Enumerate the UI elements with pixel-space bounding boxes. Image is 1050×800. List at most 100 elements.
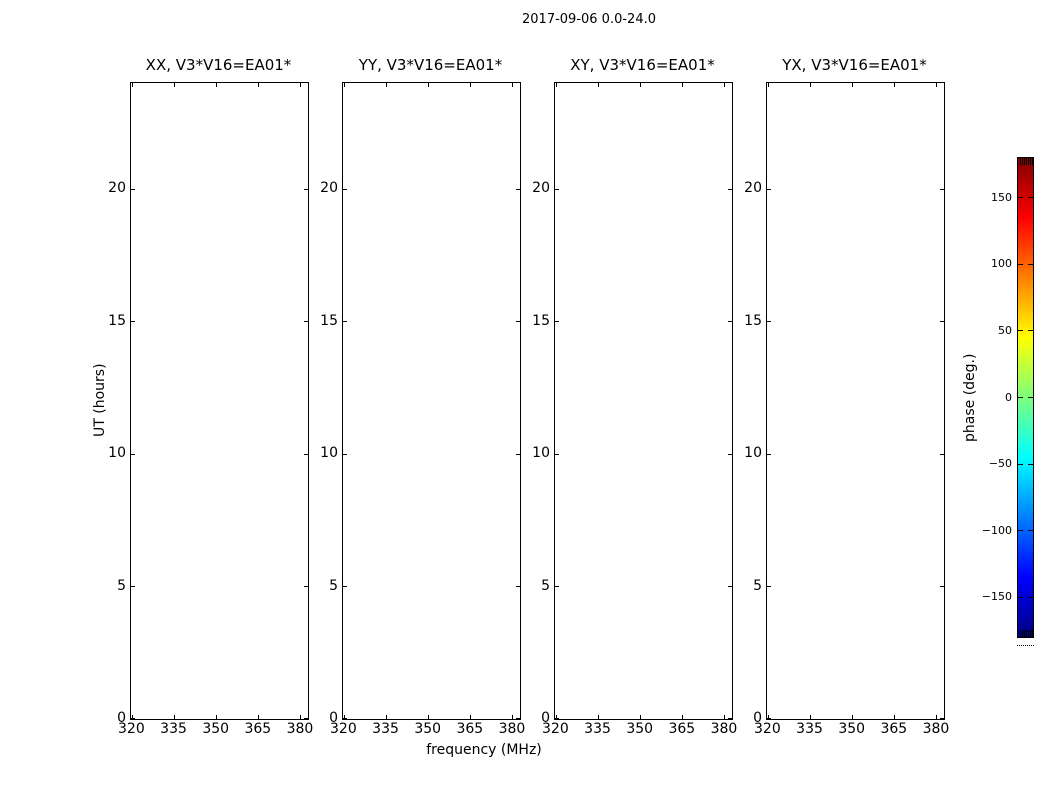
y-tick-mark [728,717,732,719]
colorbar-comb-mark [1027,630,1029,637]
x-tick-mark [555,83,557,87]
y-tick-mark [940,717,944,719]
figure-title: 2017-09-06 0.0-24.0 [522,12,656,27]
x-tick-label: 350 [626,721,654,737]
colorbar-tick-mark [1028,330,1033,332]
x-tick-label: 335 [160,721,187,737]
y-tick-mark [940,188,944,190]
panel-title: YX, V3*V16=EA01* [782,56,927,74]
x-tick-label: 380 [710,721,738,737]
y-tick-mark [131,321,135,322]
x-tick-label: 365 [668,721,696,737]
colorbar-comb-mark [1021,630,1023,637]
y-tick-mark [516,321,520,322]
colorbar-tick-mark [1018,530,1023,532]
y-tick-label: 15 [320,312,338,329]
x-tick-mark [428,715,430,719]
x-tick-mark [174,715,176,719]
x-tick-mark [470,83,472,87]
colorbar-label: phase (deg.) [962,158,978,637]
y-tick-mark [940,453,944,455]
x-tick-mark [131,83,133,87]
x-tick-mark [512,83,514,87]
colorbar-tick-mark [1018,397,1023,398]
x-tick-label: 335 [796,721,823,737]
x-tick-mark [386,83,388,87]
x-tick-label: 365 [456,721,484,737]
y-tick-label: 5 [541,577,550,594]
x-tick-label: 365 [244,721,272,737]
colorbar-tick-mark [1028,197,1033,199]
y-tick-mark [343,188,347,190]
y-tick-mark [767,453,771,455]
colorbar-comb-mark [1025,630,1027,637]
x-tick-mark [258,715,260,719]
x-tick-mark [216,715,218,719]
x-axis-label: frequency (MHz) [426,742,542,758]
y-tick-mark [304,717,308,719]
y-tick-label: 10 [320,445,338,461]
x-tick-label: 380 [286,721,314,737]
x-tick-mark [598,83,600,87]
colorbar-tick-mark [1018,463,1023,465]
x-tick-mark [386,715,388,719]
y-tick-mark [767,321,771,322]
colorbar-comb-mark [1029,158,1031,165]
colorbar-comb-mark [1023,630,1025,637]
y-tick-label: 0 [753,710,762,726]
x-tick-label: 320 [118,721,145,737]
y-tick-label: 5 [117,577,126,594]
x-tick-mark [300,83,302,87]
y-tick-mark [555,586,559,587]
y-tick-mark [555,188,559,190]
x-tick-label: 380 [498,721,526,737]
colorbar-tick-mark [1018,330,1023,332]
panel-title: YY, V3*V16=EA01* [358,56,503,74]
panel-box [766,82,945,720]
x-tick-mark [852,715,854,719]
y-tick-label: 10 [108,445,126,461]
colorbar-comb-mark [1029,630,1031,637]
y-tick-mark [767,586,771,587]
colorbar-tick-mark [1028,263,1033,265]
y-tick-label: 10 [744,445,762,461]
panel-box [342,82,521,720]
x-tick-mark [343,715,345,719]
colorbar-comb-mark [1019,630,1021,637]
x-tick-mark [936,83,938,87]
y-tick-label: 0 [541,710,550,726]
x-tick-mark [682,715,684,719]
colorbar-dotted-baseline [1017,645,1034,646]
x-tick-mark [512,715,514,719]
x-tick-mark [131,715,133,719]
y-axis-label-text: UT (hours) [92,363,108,437]
colorbar-tick-label: −150 [981,590,1012,604]
y-tick-label: 10 [532,445,550,461]
y-tick-mark [304,586,308,587]
y-tick-mark [343,586,347,587]
x-tick-mark [852,83,854,87]
x-tick-mark [555,715,557,719]
y-tick-mark [940,321,944,322]
x-tick-mark [216,83,218,87]
y-tick-mark [940,586,944,587]
y-tick-label: 15 [532,312,550,329]
y-tick-mark [304,188,308,190]
colorbar-tick-mark [1018,263,1023,265]
y-tick-mark [343,717,347,719]
y-tick-label: 15 [744,312,762,329]
colorbar-tick-label: 100 [991,257,1012,271]
colorbar-tick-label: −100 [981,523,1012,537]
y-tick-label: 5 [753,577,762,594]
y-tick-mark [767,188,771,190]
colorbar-comb-mark [1023,158,1025,165]
y-tick-label: 0 [329,710,338,726]
colorbar-comb-mark [1025,158,1027,165]
colorbar-tick-mark [1018,197,1023,199]
y-tick-mark [516,188,520,190]
x-tick-label: 350 [202,721,230,737]
y-tick-mark [555,453,559,455]
y-axis-label: UT (hours) [92,82,108,718]
x-tick-mark [724,715,726,719]
